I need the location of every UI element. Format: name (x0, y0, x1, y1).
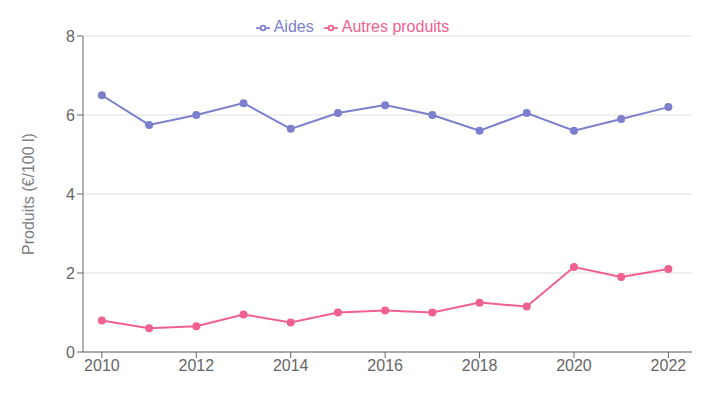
html-text:Autres produits: Autres produits (341, 18, 450, 35)
svg-text:2018: 2018 (462, 357, 498, 374)
svg-text:8: 8 (66, 28, 75, 45)
svg-text:2010: 2010 (84, 357, 120, 374)
svg-text:2: 2 (66, 265, 75, 282)
svg-text:2016: 2016 (367, 357, 403, 374)
svg-text:2012: 2012 (179, 357, 215, 374)
html-text:Aides: Aides (273, 18, 314, 35)
svg-text:2022: 2022 (651, 357, 687, 374)
svg-text:2020: 2020 (556, 357, 592, 374)
svg-text:4: 4 (66, 186, 75, 203)
svg-text:6: 6 (66, 107, 75, 124)
svg-text:0: 0 (66, 344, 75, 361)
svg-text:2014: 2014 (273, 357, 309, 374)
svg-text:Produits (€/100 l): Produits (€/100 l) (20, 133, 37, 255)
